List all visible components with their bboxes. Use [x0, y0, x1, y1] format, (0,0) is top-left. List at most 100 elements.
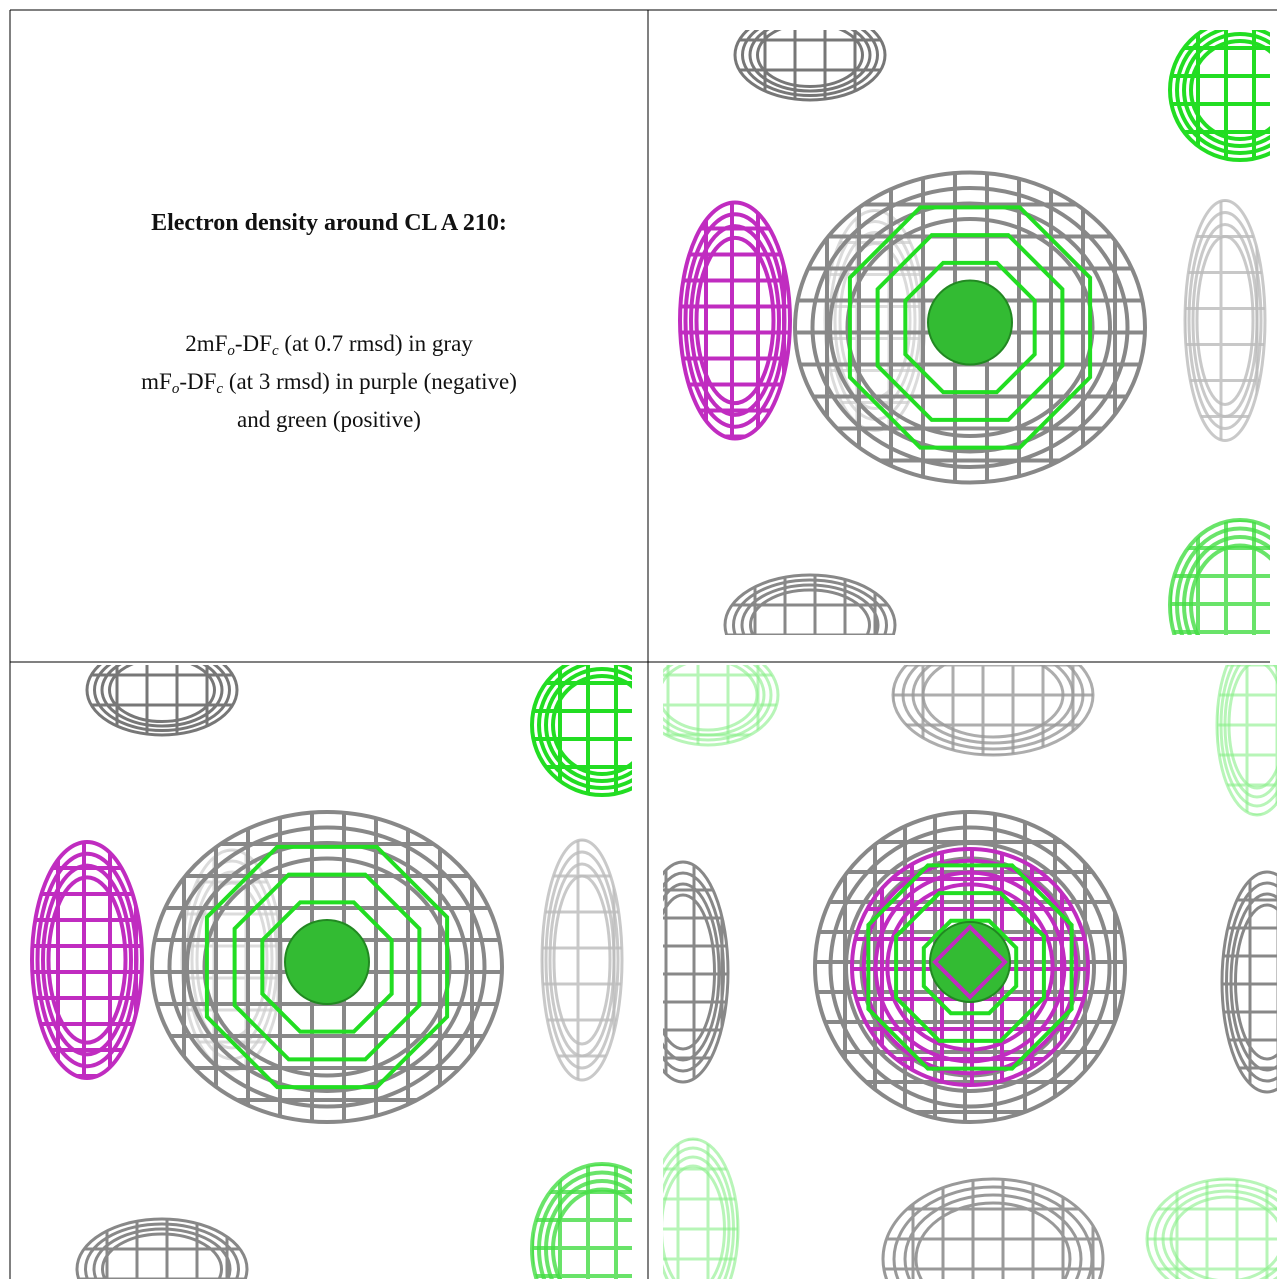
green-ring [847, 205, 1093, 450]
mesh-shell [185, 841, 469, 1093]
mesh-shell [663, 871, 725, 1073]
mesh-shell [678, 200, 792, 441]
mesh-shell [756, 30, 864, 88]
mesh-shell [1234, 903, 1277, 1061]
density-image [678, 30, 1270, 635]
legend-text: -DF [234, 331, 272, 356]
mesh-shell [891, 665, 1095, 757]
mesh-shell [544, 667, 632, 783]
mesh-shell [1227, 665, 1277, 790]
mesh-shell [663, 1164, 726, 1279]
mesh-shell [683, 212, 787, 429]
green-ring [903, 260, 1037, 395]
mesh-shell [551, 674, 632, 776]
mesh-shell [544, 1179, 632, 1279]
mesh-shell [1175, 30, 1270, 155]
mesh-shell [663, 860, 730, 1084]
mesh-shell [861, 858, 1079, 1076]
mesh-shell [93, 665, 231, 732]
green-sphere [927, 279, 1013, 366]
mesh-shell [833, 231, 917, 410]
mesh-shell [850, 847, 1090, 1087]
mesh-shell [723, 573, 897, 635]
mesh-shell [663, 1155, 731, 1279]
mesh-shell [1169, 1195, 1277, 1279]
mesh-shell [1175, 526, 1270, 635]
mesh-shell [663, 893, 716, 1051]
mesh-shell [793, 170, 1147, 485]
mesh-shell [740, 583, 880, 635]
legend-text: (at 0.7 rmsd) in gray [278, 331, 473, 356]
mesh-shell [663, 1146, 735, 1279]
mesh-shell [530, 1162, 632, 1279]
legend-text: mF [141, 369, 172, 394]
green-ring [894, 891, 1046, 1043]
mesh-shell [1153, 1183, 1277, 1279]
mesh-shell [1182, 535, 1270, 635]
purple-diamond [932, 924, 1008, 1000]
mesh-shell [537, 1170, 632, 1279]
mesh-shell [1191, 223, 1259, 418]
mesh-shell [1168, 518, 1270, 635]
mesh [663, 1139, 738, 1279]
green-ring [232, 872, 422, 1062]
mesh-shell [810, 186, 1130, 469]
mesh-shell [663, 882, 721, 1062]
mesh-shell [85, 665, 239, 737]
mesh-shell [689, 224, 781, 417]
mesh-shell [1189, 543, 1270, 635]
legend-line: 2mFo-DFc (at 0.7 rmsd) in gray [10, 325, 648, 363]
mesh [1147, 1179, 1277, 1279]
mesh-shell [911, 665, 1075, 745]
density-image [30, 665, 632, 1279]
green-sphere [284, 919, 370, 1005]
legend-line: and green (positive) [10, 401, 648, 439]
legend-line: mFo-DFc (at 3 rmsd) in purple (negative) [10, 363, 648, 401]
mesh-shell [663, 665, 766, 737]
mesh-shell [537, 665, 632, 790]
mesh-shell [1145, 1177, 1277, 1279]
mesh-shell [663, 665, 773, 742]
mesh-shell [1161, 1189, 1277, 1279]
mesh-shell [92, 1227, 232, 1279]
mesh-shell [885, 882, 1055, 1052]
green-ring [921, 918, 1019, 1016]
mesh-shell [881, 1177, 1105, 1279]
mesh-shell [733, 30, 887, 102]
mesh-shell [202, 856, 452, 1078]
mesh-shell [35, 851, 139, 1069]
mesh-shell [46, 875, 128, 1045]
mesh-shell [1229, 892, 1277, 1072]
mesh-shell [828, 201, 1112, 454]
mesh-shell [1187, 211, 1263, 430]
mesh-shell [813, 810, 1127, 1124]
mesh-shell [41, 863, 133, 1057]
mesh-shell [741, 30, 879, 97]
green-ring [866, 863, 1074, 1071]
legend-text: o [171, 381, 180, 397]
mesh-shell [903, 1193, 1083, 1279]
mesh-shell [749, 588, 871, 635]
green-ring [875, 233, 1065, 422]
mesh-shell [544, 850, 620, 1070]
green-sphere [929, 921, 1011, 1003]
legend-text: c [271, 343, 279, 359]
mesh-shell [892, 1185, 1094, 1279]
mesh-shell [551, 1187, 632, 1279]
mesh-shell [84, 1222, 240, 1279]
mesh-shell [548, 862, 616, 1058]
mesh-shell [1189, 39, 1270, 141]
mesh-shell [914, 1201, 1072, 1279]
mesh-shell [1225, 881, 1277, 1083]
legend-text: and green (positive) [237, 407, 421, 432]
mesh-shell [663, 1137, 740, 1279]
legend-text: -DF [179, 369, 217, 394]
mesh-shell [100, 665, 224, 728]
mesh-shell [873, 870, 1067, 1064]
title: Electron density around CL A 210: [151, 210, 507, 236]
mesh-shell [108, 665, 216, 723]
mesh-shell [540, 838, 624, 1082]
mesh-shell [1223, 665, 1277, 799]
